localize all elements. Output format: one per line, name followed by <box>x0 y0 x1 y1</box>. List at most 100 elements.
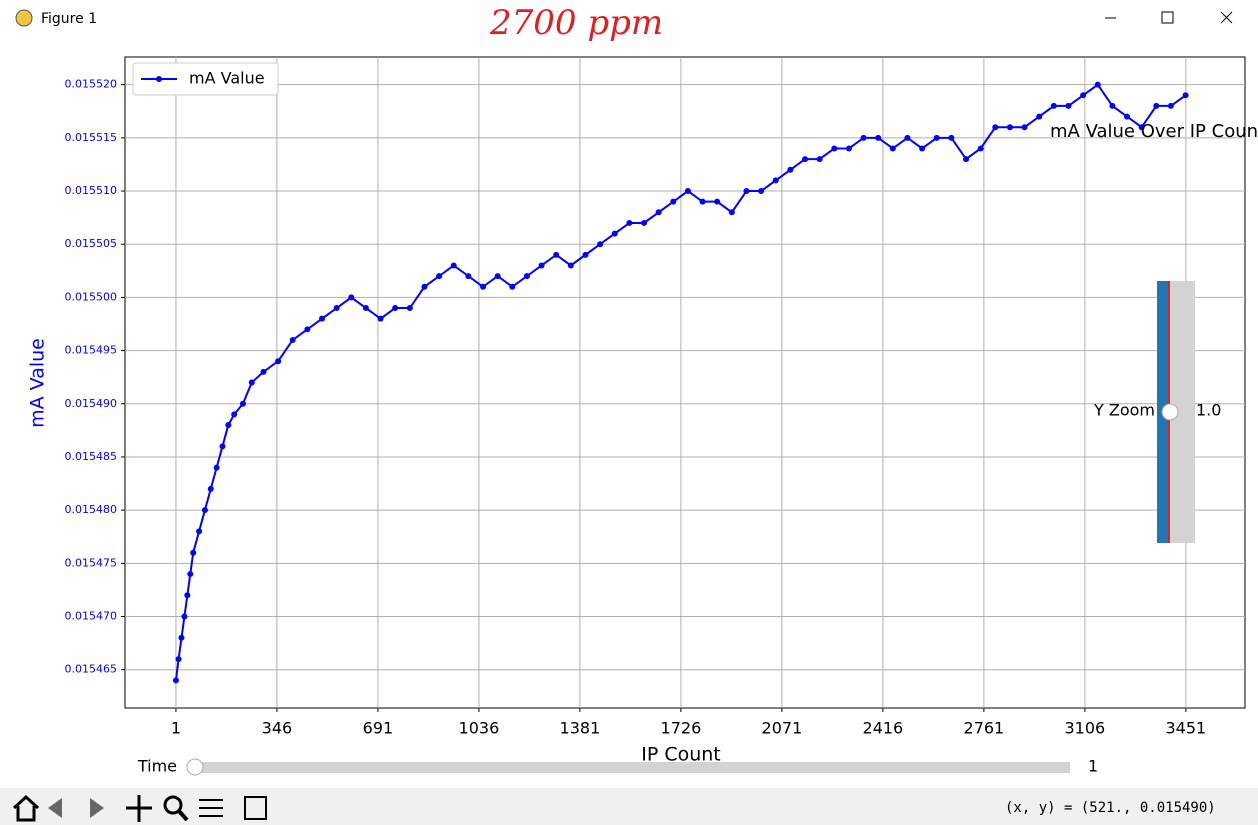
data-point <box>1050 102 1057 109</box>
data-point <box>670 198 677 205</box>
data-point <box>333 305 340 312</box>
time-handle[interactable] <box>186 758 204 776</box>
data-point <box>260 368 267 375</box>
y-tick-label: 0.015480 <box>65 503 118 516</box>
data-point <box>231 411 238 418</box>
data-point <box>992 124 999 131</box>
x-tick-label: 3451 <box>1166 719 1207 738</box>
data-point <box>582 251 589 258</box>
data-point <box>1138 124 1145 131</box>
legend-marker <box>156 76 162 82</box>
home-button[interactable] <box>12 794 40 822</box>
zoom-button[interactable] <box>163 795 189 822</box>
data-point <box>567 262 574 269</box>
data-point <box>933 134 940 141</box>
back-button[interactable] <box>48 798 62 818</box>
x-tick-label: 1381 <box>560 719 601 738</box>
data-point <box>1021 124 1028 131</box>
y-tick-label: 0.015485 <box>65 450 118 463</box>
x-tick-label: 346 <box>262 719 293 738</box>
legend-label: mA Value <box>189 69 265 88</box>
pan-button[interactable] <box>126 795 152 822</box>
toolbar <box>0 788 1258 825</box>
data-point <box>919 145 926 152</box>
data-point <box>743 188 750 195</box>
data-point <box>1094 81 1101 88</box>
data-point <box>406 305 413 312</box>
data-point <box>190 549 197 556</box>
time-label: Time <box>137 757 177 776</box>
forward-button[interactable] <box>90 798 104 818</box>
data-point <box>1109 102 1116 109</box>
data-point <box>509 283 516 290</box>
data-point <box>494 273 501 280</box>
y-tick-label: 0.015495 <box>65 344 118 357</box>
data-point <box>523 273 530 280</box>
data-point <box>289 336 296 343</box>
x-tick-label: 2071 <box>762 719 803 738</box>
y-zoom-handle[interactable] <box>1161 403 1179 421</box>
y-zoom-label: Y Zoom <box>1093 401 1155 420</box>
data-point <box>889 145 896 152</box>
data-point <box>181 613 188 620</box>
x-tick-label: 1036 <box>459 719 500 738</box>
data-point <box>1006 124 1013 131</box>
time-value: 1 <box>1088 757 1098 776</box>
data-point <box>1153 102 1160 109</box>
y-zoom-value: 1.0 <box>1196 401 1221 420</box>
data-point <box>684 188 691 195</box>
y-tick-label: 0.015510 <box>65 184 118 197</box>
data-point <box>714 198 721 205</box>
data-point <box>816 156 823 163</box>
data-point <box>213 464 220 471</box>
data-point <box>207 485 214 492</box>
data-point <box>304 326 311 333</box>
data-point <box>178 634 185 641</box>
data-point <box>655 209 662 216</box>
y-tick-label: 0.015475 <box>65 556 118 569</box>
maximize-button[interactable] <box>1161 11 1174 24</box>
data-point <box>172 677 179 684</box>
data-point <box>392 305 399 312</box>
data-point <box>1036 113 1043 120</box>
time-track[interactable] <box>195 762 1070 773</box>
data-point <box>196 528 203 535</box>
data-point <box>553 251 560 258</box>
data-point <box>787 166 794 173</box>
configure-button[interactable] <box>199 799 223 817</box>
data-point <box>377 315 384 322</box>
data-point <box>860 134 867 141</box>
data-point <box>480 283 487 290</box>
data-point <box>831 145 838 152</box>
x-tick-label: 2416 <box>863 719 904 738</box>
data-point <box>699 198 706 205</box>
data-point <box>348 294 355 301</box>
close-button[interactable] <box>1220 11 1233 24</box>
data-point <box>1080 92 1087 99</box>
status-text: (x, y) = (521., 0.015490) <box>1005 800 1216 816</box>
data-point <box>626 219 633 226</box>
data-point <box>184 592 191 599</box>
y-tick-label: 0.015490 <box>65 397 118 410</box>
y-tick-label: 0.015505 <box>65 237 118 250</box>
handwritten-note: 2700 ppm <box>489 3 663 43</box>
data-point <box>728 209 735 216</box>
data-point <box>1167 102 1174 109</box>
data-point <box>641 219 648 226</box>
data-point <box>175 656 182 663</box>
x-tick-label: 3106 <box>1065 719 1106 738</box>
data-point <box>1065 102 1072 109</box>
data-point <box>845 145 852 152</box>
data-point <box>758 188 765 195</box>
data-point <box>802 156 809 163</box>
data-point <box>597 241 604 248</box>
y-tick-label: 0.015500 <box>65 290 118 303</box>
data-point <box>1124 113 1131 120</box>
data-point <box>225 422 232 429</box>
save-button[interactable] <box>244 796 267 820</box>
data-point <box>963 156 970 163</box>
x-tick-label: 2761 <box>964 719 1005 738</box>
plot-area <box>124 56 1246 709</box>
data-point <box>977 145 984 152</box>
